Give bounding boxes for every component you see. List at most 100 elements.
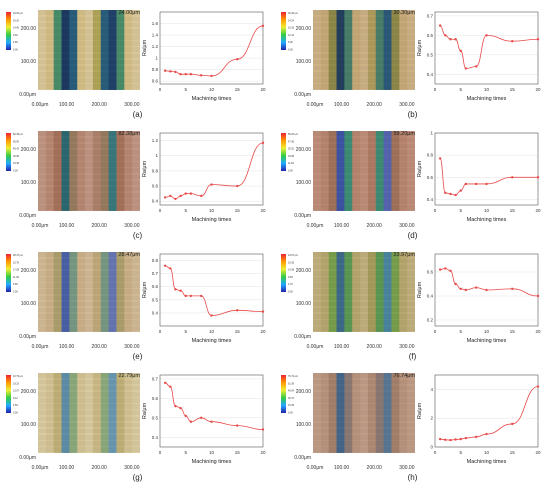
figure-panel: 59.20 μm 47.36 35.52 23.68 11.84 0.00 200.00 10… — [275, 121, 550, 242]
surface-height-map: 59.20 μm 47.36 35.52 23.68 11.84 0.00 200.00 10… — [281, 131, 415, 229]
ra-data-point — [536, 176, 540, 179]
x-tick-label: 0 — [434, 329, 437, 334]
surface-texture-line — [38, 183, 140, 184]
legend-tick-label: 11.84 — [288, 162, 294, 165]
surface-texture-line — [313, 296, 415, 297]
ra-data-point — [261, 24, 265, 28]
x-tick-label: 10 — [484, 450, 490, 455]
surface-texture-line — [313, 26, 415, 27]
surface-texture-line — [38, 182, 140, 183]
surface-texture-line — [38, 135, 140, 136]
x-tick-label: 15 — [235, 208, 241, 213]
surface-texture-line — [38, 267, 140, 268]
surface-texture-line — [313, 88, 415, 89]
image-x-tick-label: 200.00 — [92, 465, 108, 471]
surface-texture-line — [38, 165, 140, 166]
figure-panel: 28.47 μm 22.78 17.08 11.39 5.69 0.00 200.00 100… — [0, 242, 275, 363]
surface-texture-line — [38, 69, 140, 70]
surface-texture-line — [313, 18, 415, 19]
surface-texture-line — [38, 175, 140, 176]
surface-texture-line — [313, 252, 415, 253]
y-tick-label: 1.2 — [152, 138, 159, 143]
surface-texture-line — [38, 209, 140, 210]
surface-texture-line — [38, 19, 140, 20]
ra-data-point — [464, 436, 468, 440]
surface-texture-line — [38, 438, 140, 439]
legend-tick-label: 18.18 — [288, 27, 295, 30]
panel-label: (g) — [132, 473, 143, 482]
surface-texture-line — [313, 373, 415, 374]
surface-texture-line — [313, 23, 415, 24]
legend-tick-label: 16.48 — [13, 162, 20, 165]
x-tick-label: 20 — [535, 450, 541, 455]
image-y-tick-label: 200.00 — [21, 26, 37, 32]
surface-texture-line — [313, 449, 415, 450]
surface-texture-line — [313, 387, 415, 388]
x-tick-label: 20 — [535, 208, 541, 213]
surface-texture-line — [313, 135, 415, 136]
surface-texture-line — [313, 131, 415, 132]
surface-texture-line — [313, 419, 415, 420]
ra-series-line — [165, 265, 264, 316]
surface-stripe — [360, 252, 369, 332]
ra-series-line — [440, 267, 539, 297]
surface-stripe — [391, 10, 400, 90]
surface-texture-line — [313, 20, 415, 21]
y-tick-label: 1.2 — [152, 44, 159, 49]
surface-stripe — [38, 10, 47, 90]
legend-tick-label: 0.00 — [288, 412, 293, 415]
surface-stripe — [45, 373, 55, 453]
plot-frame — [159, 132, 264, 206]
surface-texture-line — [313, 19, 415, 20]
plot-frame — [434, 253, 539, 327]
image-x-tick-label: 100.00 — [59, 344, 75, 350]
surface-texture-line — [313, 182, 415, 183]
ra-data-point — [444, 34, 447, 37]
image-y-tick-label: 200.00 — [296, 268, 312, 274]
surface-stripe — [383, 10, 392, 90]
x-tick-label: 10 — [209, 208, 215, 213]
surface-stripe — [77, 252, 86, 332]
ra-series-line — [165, 382, 264, 430]
surface-texture-line — [313, 277, 415, 278]
surface-texture-line — [313, 197, 415, 198]
surface-texture-line — [313, 166, 415, 167]
ra-data-point — [163, 264, 167, 267]
surface-stripe — [399, 10, 408, 90]
surface-texture-line — [313, 271, 415, 272]
surface-texture-line — [313, 200, 415, 201]
surface-texture-line — [313, 256, 415, 257]
surface-texture-line — [313, 283, 415, 284]
surface-texture-line — [38, 164, 140, 165]
surface-texture-line — [38, 373, 140, 374]
surface-texture-line — [313, 381, 415, 382]
x-tick-label: 15 — [510, 329, 516, 334]
surface-texture-line — [38, 435, 140, 436]
surface-stripe — [53, 373, 63, 453]
surface-texture-line — [38, 315, 140, 316]
image-x-origin-label: 0.00μm — [32, 223, 49, 229]
ra-data-point — [189, 420, 193, 423]
surface-stripe — [124, 131, 133, 211]
surface-texture-line — [313, 445, 415, 446]
surface-texture-line — [38, 392, 140, 393]
image-x-origin-label: 0.00μm — [307, 344, 324, 350]
surface-texture-line — [38, 420, 140, 421]
x-tick-label: 0 — [434, 450, 437, 455]
image-x-tick-label: 200.00 — [367, 102, 383, 108]
surface-texture-line — [313, 38, 415, 39]
surface-texture-line — [313, 76, 415, 77]
surface-texture-line — [38, 277, 140, 278]
surface-texture-line — [313, 260, 415, 261]
surface-texture-line — [313, 321, 415, 322]
surface-texture-line — [38, 302, 140, 303]
surface-stripe — [92, 373, 102, 453]
image-x-tick-label: 100.00 — [334, 344, 350, 350]
surface-texture-line — [313, 73, 415, 74]
surface-texture-line — [313, 84, 415, 85]
surface-texture-line — [38, 84, 140, 85]
surface-texture-line — [38, 450, 140, 451]
x-axis-label: Machining times — [192, 338, 232, 344]
image-y-tick-label: 200.00 — [21, 147, 37, 153]
surface-texture-line — [313, 444, 415, 445]
